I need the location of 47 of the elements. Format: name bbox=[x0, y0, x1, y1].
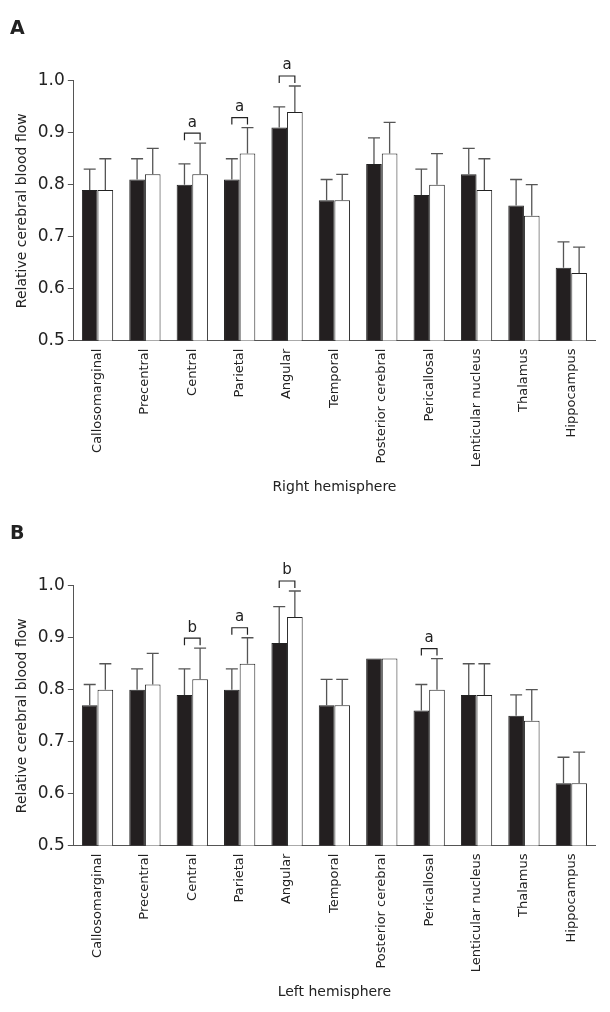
chart-title: B bbox=[10, 521, 25, 544]
x-tick-label: Precentral bbox=[136, 348, 152, 415]
x-tick-label: Posterior cerebral bbox=[373, 348, 389, 464]
x-tick-label: Parietal bbox=[231, 853, 247, 903]
annotation: b bbox=[187, 617, 198, 636]
x-tick-label: Thalamus bbox=[515, 348, 531, 413]
y-tick-label: 0.9 bbox=[37, 121, 65, 142]
x-tick-label: Temporal bbox=[325, 348, 341, 410]
y-tick-label: 0.9 bbox=[37, 626, 65, 647]
x-tick-label: Central bbox=[183, 853, 199, 901]
chart-title: A bbox=[10, 16, 25, 39]
annotation: a bbox=[235, 96, 245, 115]
x-tick-label: Callosomarginal bbox=[88, 348, 104, 453]
x-tick-label: Central bbox=[183, 348, 199, 396]
x-tick-label: Temporal bbox=[325, 853, 341, 915]
x-tick-label: Pericallosal bbox=[420, 853, 436, 927]
y-tick-label: 1.0 bbox=[37, 69, 65, 90]
x-tick-label: Hippocampus bbox=[562, 348, 578, 438]
x-tick-label: Callosomarginal bbox=[88, 853, 104, 958]
y-tick-label: 0.8 bbox=[37, 678, 65, 699]
x-axis-title: Left hemisphere bbox=[277, 983, 392, 1000]
x-tick-label: Angular bbox=[278, 347, 294, 400]
annotation: a bbox=[424, 627, 434, 646]
x-tick-label: Lenticular nucleus bbox=[467, 853, 483, 973]
y-tick-label: 0.8 bbox=[37, 173, 65, 194]
annotation: a bbox=[282, 55, 292, 74]
y-tick-label: 0.6 bbox=[37, 782, 65, 803]
x-tick-label: Posterior cerebral bbox=[373, 853, 389, 969]
y-tick-label: 0.5 bbox=[37, 328, 65, 349]
x-tick-label: Pericallosal bbox=[420, 348, 436, 422]
y-axis-title: Relative cerebral blood flow bbox=[13, 113, 30, 309]
x-tick-label: Thalamus bbox=[515, 853, 531, 918]
y-tick-label: 0.7 bbox=[37, 225, 65, 246]
x-tick-label: Precentral bbox=[136, 853, 152, 920]
annotation: a bbox=[187, 112, 197, 131]
annotation: b bbox=[282, 560, 292, 579]
y-tick-label: 0.6 bbox=[37, 277, 65, 298]
y-tick-label: 1.0 bbox=[37, 574, 65, 595]
y-tick-label: 0.5 bbox=[37, 833, 65, 854]
y-tick-label: 0.7 bbox=[37, 730, 65, 751]
x-tick-label: Hippocampus bbox=[562, 853, 578, 943]
x-tick-label: Lenticular nucleus bbox=[467, 348, 483, 468]
x-tick-label: Parietal bbox=[231, 348, 247, 398]
y-axis-title: Relative cerebral blood flow bbox=[13, 618, 30, 814]
x-axis-title: Right hemisphere bbox=[272, 478, 397, 495]
x-tick-label: Angular bbox=[278, 852, 294, 905]
annotation: a bbox=[235, 607, 245, 626]
